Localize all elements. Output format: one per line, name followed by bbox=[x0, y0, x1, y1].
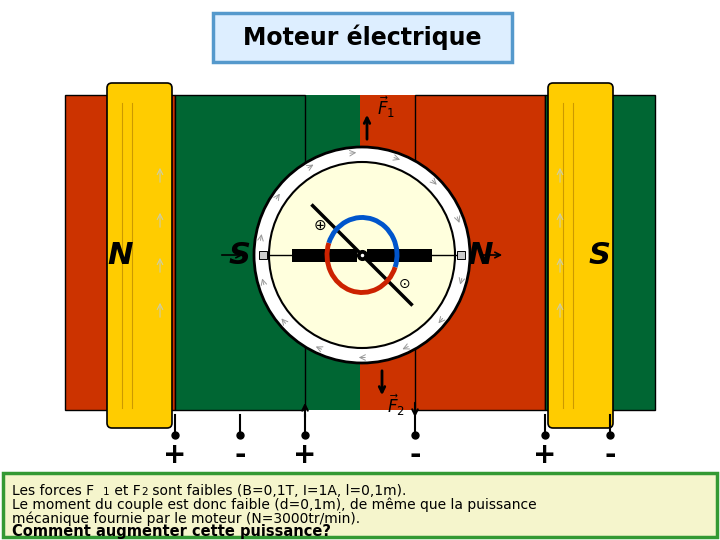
Text: Comment augmenter cette puissance?: Comment augmenter cette puissance? bbox=[12, 524, 331, 539]
Circle shape bbox=[254, 147, 470, 363]
FancyBboxPatch shape bbox=[213, 13, 512, 62]
Text: $\vec{F}_2$: $\vec{F}_2$ bbox=[387, 392, 405, 418]
Text: mécanique fournie par le moteur (N=3000tr/min).: mécanique fournie par le moteur (N=3000t… bbox=[12, 511, 360, 525]
Text: sont faibles (B=0,1T, I=1A, l=0,1m).: sont faibles (B=0,1T, I=1A, l=0,1m). bbox=[148, 484, 406, 498]
Text: -: - bbox=[409, 441, 420, 469]
Bar bbox=[259, 251, 267, 259]
Bar bbox=[360, 95, 420, 410]
Bar bbox=[65, 95, 175, 410]
Bar bbox=[175, 95, 305, 410]
FancyBboxPatch shape bbox=[548, 83, 613, 428]
Text: +: + bbox=[293, 441, 317, 469]
Text: +: + bbox=[534, 441, 557, 469]
Text: N: N bbox=[107, 240, 132, 269]
Text: et F: et F bbox=[110, 484, 140, 498]
Bar bbox=[305, 95, 365, 410]
Bar bbox=[305, 95, 365, 410]
Bar bbox=[415, 95, 545, 410]
Text: $\vec{F}_1$: $\vec{F}_1$ bbox=[377, 94, 395, 120]
Text: Les forces F: Les forces F bbox=[12, 484, 94, 498]
Text: $\oplus$: $\oplus$ bbox=[313, 218, 327, 233]
Text: +: + bbox=[163, 441, 186, 469]
Text: Moteur électrique: Moteur électrique bbox=[243, 25, 482, 50]
Bar bbox=[292, 249, 357, 262]
Text: S: S bbox=[589, 240, 611, 269]
Text: $\odot$: $\odot$ bbox=[397, 278, 410, 292]
Bar bbox=[365, 95, 425, 410]
Text: 1: 1 bbox=[103, 487, 109, 497]
Circle shape bbox=[269, 162, 455, 348]
Bar bbox=[457, 251, 465, 259]
Text: -: - bbox=[604, 441, 616, 469]
FancyBboxPatch shape bbox=[3, 473, 717, 537]
Text: -: - bbox=[234, 441, 246, 469]
Text: 2: 2 bbox=[141, 487, 148, 497]
Bar bbox=[367, 249, 432, 262]
Text: Le moment du couple est donc faible (d=0,1m), de même que la puissance: Le moment du couple est donc faible (d=0… bbox=[12, 498, 536, 512]
FancyBboxPatch shape bbox=[107, 83, 172, 428]
Bar bbox=[545, 95, 655, 410]
Text: S: S bbox=[229, 240, 251, 269]
Text: N: N bbox=[467, 240, 492, 269]
